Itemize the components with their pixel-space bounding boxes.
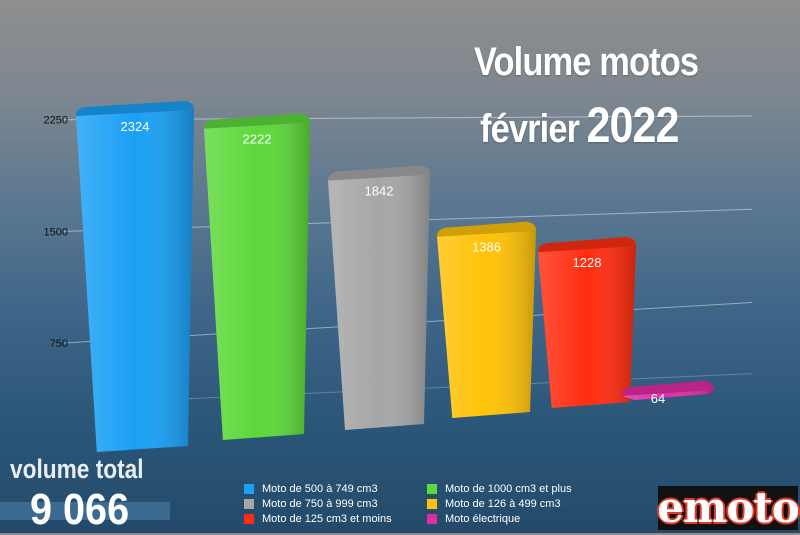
logo-text: emoto: [657, 483, 800, 532]
legend-swatch: [244, 484, 254, 494]
bar-group-0: [76, 100, 194, 452]
bar-top-5: [622, 380, 714, 396]
bar-group-3: [437, 221, 536, 418]
legend-item-125-less: Moto de 125 cm3 et moins: [244, 512, 427, 526]
total-volume-value: 9 066: [30, 485, 130, 534]
chart-legend: Moto de 500 à 749 cm3 Moto de 1000 cm3 e…: [244, 482, 624, 526]
total-volume-label: volume total: [10, 454, 144, 484]
bar-value-label-5: 64: [651, 391, 665, 406]
legend-swatch: [427, 514, 437, 524]
bar-top-4: [538, 237, 636, 253]
legend-item-1000-plus: Moto de 1000 cm3 et plus: [427, 482, 617, 496]
total-volume-band: [0, 502, 170, 520]
chart-title-line1: Volume motos: [474, 40, 699, 84]
legend-item-750-999: Moto de 750 à 999 cm3: [244, 497, 427, 511]
y-tick-label: 2250: [44, 115, 68, 127]
legend-label: Moto de 500 à 749 cm3: [262, 483, 378, 495]
legend-label: Moto de 126 à 499 cm3: [445, 498, 561, 510]
bar-value-label-4: 1228: [573, 255, 602, 270]
bar-group-5: [622, 380, 714, 400]
bar-shading-3: [437, 230, 536, 418]
bar-top-1: [204, 113, 310, 129]
bar-top-2: [328, 165, 430, 181]
legend-swatch: [427, 499, 437, 509]
bar-value-label-1: 2222: [243, 132, 272, 147]
legend-label: Moto de 125 cm3 et moins: [262, 513, 392, 525]
emoto-logo: emoto: [657, 483, 800, 532]
chart-title-line2: février 2022: [480, 96, 680, 154]
bar-group-1: [204, 113, 310, 440]
legend-swatch: [244, 499, 254, 509]
bar-shading-4: [538, 246, 636, 408]
legend-swatch: [244, 514, 254, 524]
bar-group-4: [538, 237, 636, 408]
bar-value-label-0: 2324: [121, 119, 150, 134]
legend-item-500-749: Moto de 500 à 749 cm3: [244, 482, 427, 496]
legend-item-126-499: Moto de 126 à 499 cm3: [427, 497, 617, 511]
bar-value-label-2: 1842: [365, 184, 394, 199]
y-tick-label: 1500: [44, 226, 68, 238]
bar-shading-5: [622, 389, 714, 400]
y-tick-label: 750: [50, 338, 68, 350]
bar-top-3: [437, 221, 536, 237]
bar-top-0: [76, 100, 194, 116]
bar-value-label-3: 1386: [472, 240, 501, 255]
bar-shading-2: [328, 174, 430, 430]
legend-swatch: [427, 484, 437, 494]
chart-title-month: février: [480, 107, 580, 151]
bar-shading-1: [204, 122, 310, 440]
bar-group-2: [328, 165, 430, 430]
legend-label: Moto de 1000 cm3 et plus: [445, 483, 572, 495]
legend-label: Moto électrique: [445, 513, 521, 525]
legend-label: Moto de 750 à 999 cm3: [262, 498, 378, 510]
chart-title-year: 2022: [586, 97, 679, 153]
legend-item-electrique: Moto électrique: [427, 512, 617, 526]
bar-shading-0: [76, 109, 194, 452]
